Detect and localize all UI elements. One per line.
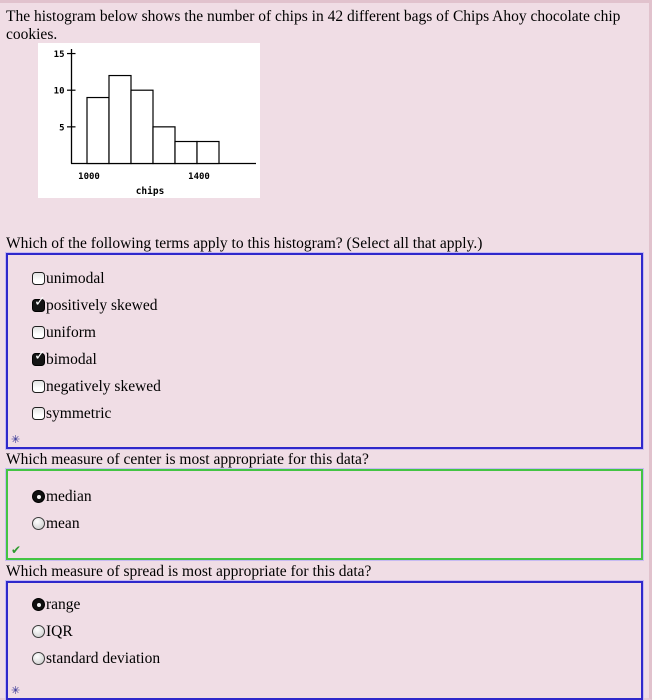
checkbox[interactable] — [32, 407, 45, 420]
options-list: range IQR standard deviation — [8, 583, 641, 672]
option-label: positively skewed — [46, 296, 158, 314]
answer-box: median mean ✔ — [6, 469, 643, 560]
histogram-chart: 5 10 15 1000 1400 chips — [54, 49, 256, 197]
radio-dot-icon — [37, 603, 41, 607]
question-prompt: Which measure of center is most appropri… — [6, 451, 369, 468]
question-center: Which measure of center is most appropri… — [6, 451, 643, 560]
checkbox-option-row: negatively skewed — [32, 373, 641, 400]
status-asterisk-icon: ✳ — [11, 684, 21, 697]
option-label: symmetric — [46, 404, 112, 422]
svg-text:chips: chips — [136, 186, 165, 197]
radio-button[interactable] — [32, 598, 45, 611]
option-label: bimodal — [46, 350, 97, 368]
checkbox-option-row: ✓ positively skewed — [32, 292, 641, 319]
svg-text:1400: 1400 — [188, 172, 210, 182]
checkbox-option-row: unimodal — [32, 265, 641, 292]
answer-box: range IQR standard deviation ✳ — [6, 581, 643, 700]
checkbox-option-row: ✓ bimodal — [32, 346, 641, 373]
option-label: mean — [46, 514, 80, 532]
option-label: standard deviation — [46, 649, 161, 667]
option-label: unimodal — [46, 269, 105, 287]
radio-option-row: median — [32, 483, 641, 510]
option-label: range — [46, 595, 81, 613]
svg-text:1000: 1000 — [78, 172, 100, 182]
checkbox-option-row: uniform — [32, 319, 641, 346]
checkbox[interactable]: ✓ — [32, 349, 46, 366]
svg-text:5: 5 — [59, 123, 64, 133]
checkbox[interactable] — [32, 380, 45, 393]
svg-text:15: 15 — [54, 50, 65, 60]
question-terms: Which of the following terms apply to th… — [6, 235, 643, 449]
checkbox[interactable]: ✓ — [32, 295, 46, 312]
radio-button[interactable] — [32, 625, 45, 638]
checkbox-option-row: symmetric — [32, 400, 641, 427]
question-spread: Which measure of spread is most appropri… — [6, 563, 643, 700]
radio-button[interactable] — [32, 652, 45, 665]
option-label: IQR — [46, 622, 73, 640]
options-list: unimodal ✓ positively skewed uniform ✓ bimoda… — [8, 255, 641, 427]
radio-dot-icon — [37, 495, 41, 499]
svg-text:10: 10 — [54, 87, 65, 97]
option-label: uniform — [46, 323, 96, 341]
checkbox[interactable] — [32, 326, 45, 339]
radio-button[interactable] — [32, 517, 45, 530]
radio-option-row: range — [32, 591, 641, 618]
options-list: median mean — [8, 471, 641, 537]
question-prompt: Which of the following terms apply to th… — [6, 235, 483, 252]
checkbox[interactable] — [32, 272, 45, 285]
radio-option-row: IQR — [32, 618, 641, 645]
radio-button[interactable] — [32, 490, 45, 503]
option-label: median — [46, 487, 92, 505]
question-prompt: Which measure of spread is most appropri… — [6, 563, 372, 580]
radio-option-row: mean — [32, 510, 641, 537]
check-icon: ✓ — [34, 348, 46, 364]
check-icon: ✓ — [34, 294, 46, 310]
question-intro-text: The histogram below shows the number of … — [6, 8, 621, 43]
status-asterisk-icon: ✳ — [11, 433, 21, 446]
status-check-icon: ✔ — [11, 543, 22, 557]
radio-option-row: standard deviation — [32, 645, 641, 672]
histogram-panel: 5 10 15 1000 1400 chips — [38, 43, 260, 198]
answer-box: unimodal ✓ positively skewed uniform ✓ bimoda… — [6, 253, 643, 449]
option-label: negatively skewed — [46, 377, 161, 395]
